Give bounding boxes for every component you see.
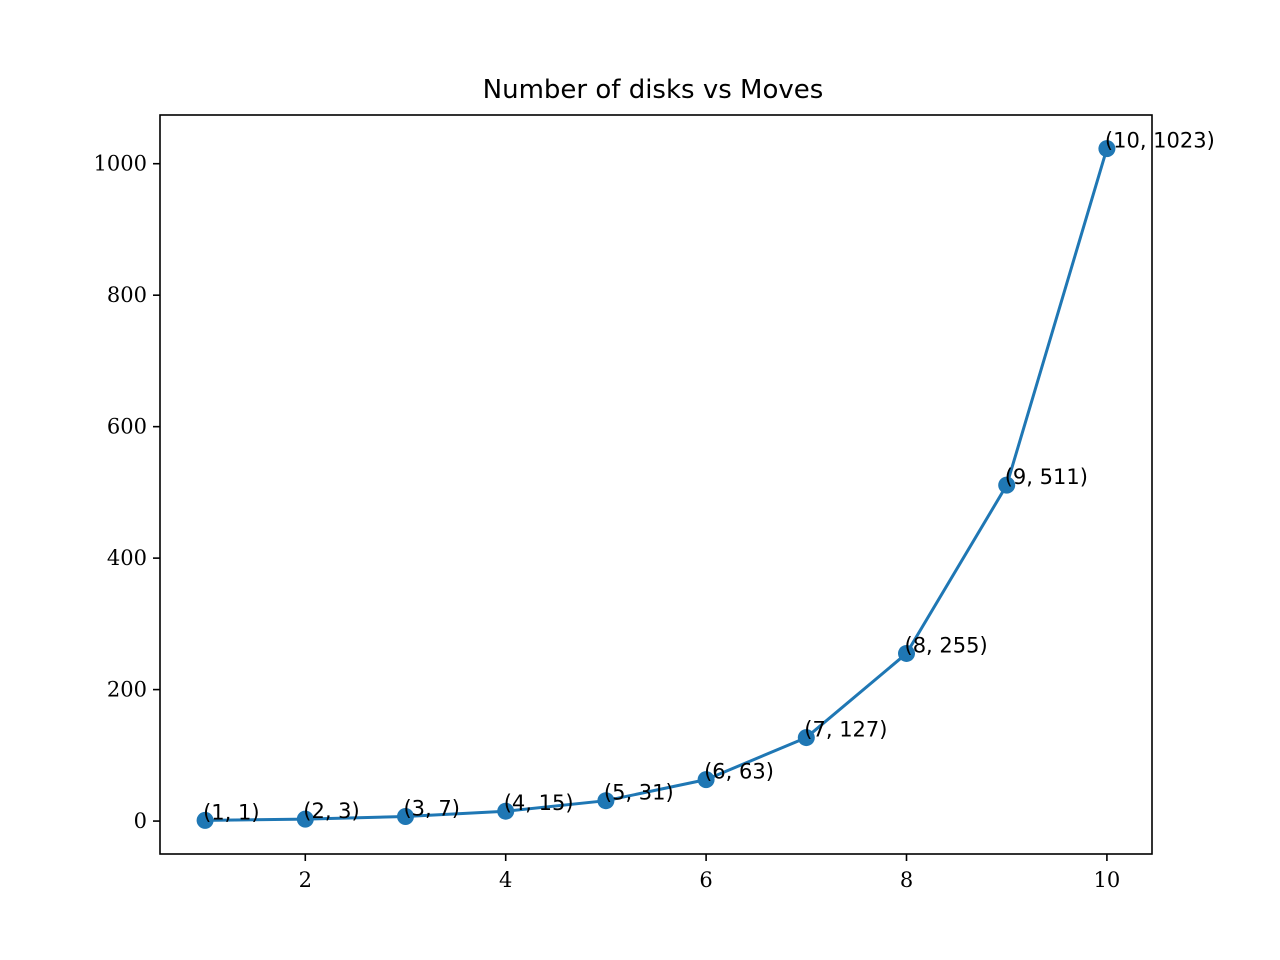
x-tick-label: 8 — [900, 868, 913, 892]
x-tick-label: 2 — [299, 868, 312, 892]
data-point-label: (9, 511) — [1005, 465, 1088, 489]
data-label-layer: (1, 1) (2, 3) (3, 7) (4, 15) (5, 31) (6, 63) (… — [203, 129, 1215, 825]
y-tick-label: 200 — [107, 678, 147, 702]
data-point-label: (1, 1) — [203, 800, 259, 824]
data-point — [597, 792, 615, 810]
y-tick-label: 1000 — [94, 152, 147, 176]
y-tick-label: 800 — [107, 283, 147, 307]
data-point — [196, 811, 214, 829]
x-tick-label: 10 — [1094, 868, 1121, 892]
data-point — [396, 807, 414, 825]
data-point — [998, 476, 1016, 494]
data-point-label: (10, 1023) — [1105, 129, 1215, 153]
data-point-label: (6, 63) — [704, 760, 774, 784]
y-tick-label: 0 — [134, 809, 147, 833]
data-point — [898, 644, 916, 662]
data-point-label: (4, 15) — [504, 791, 574, 815]
data-point — [797, 729, 815, 747]
series-line — [205, 148, 1109, 822]
plot-area-frame — [159, 114, 1153, 855]
y-axis: 0 200 400 600 800 1000 — [94, 152, 160, 833]
data-point — [697, 771, 715, 789]
data-point-label: (3, 7) — [403, 796, 459, 820]
y-tick-label: 400 — [107, 546, 147, 570]
chart-title: Number of disks vs Moves — [483, 75, 824, 105]
x-axis: 2 4 6 8 10 — [299, 854, 1121, 892]
y-tick-label: 600 — [107, 415, 147, 439]
data-point — [1098, 140, 1116, 158]
x-tick-label: 4 — [499, 868, 512, 892]
data-point-label: (8, 255) — [905, 633, 988, 657]
data-point — [296, 810, 314, 828]
data-point-label: (7, 127) — [804, 718, 887, 742]
data-point-label: (5, 31) — [604, 781, 674, 805]
data-point-label: (2, 3) — [303, 799, 359, 823]
series-layer — [196, 140, 1116, 829]
x-tick-label: 6 — [699, 868, 712, 892]
data-point — [497, 802, 515, 820]
